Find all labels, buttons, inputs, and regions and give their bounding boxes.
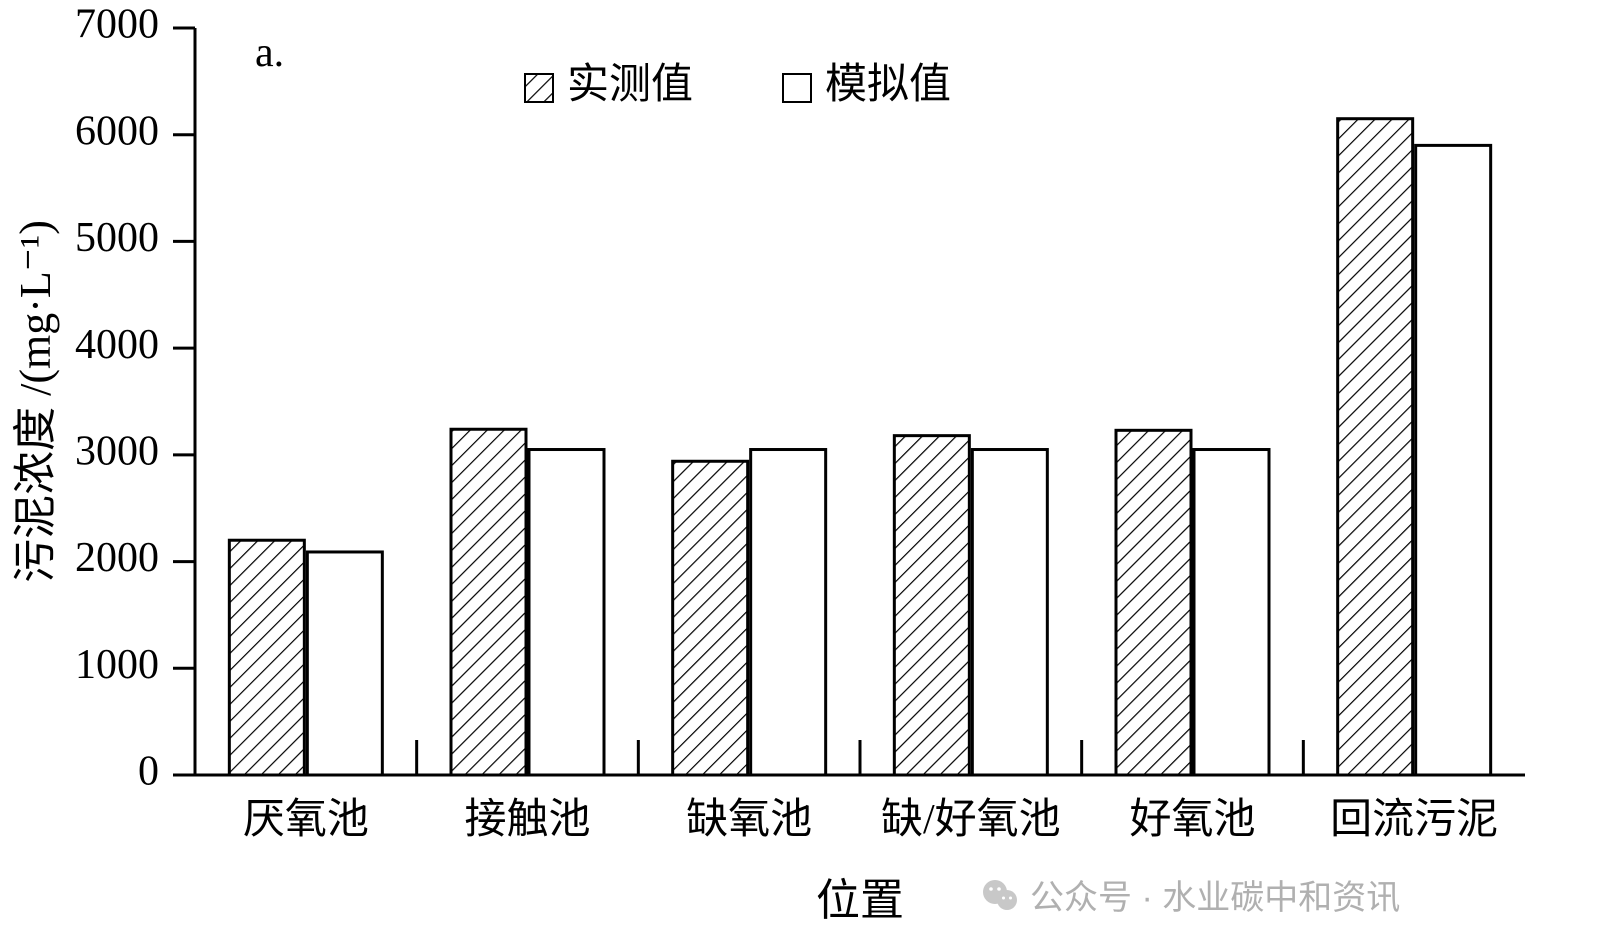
- y-axis-label: 污泥浓度 /(mg·L⁻¹): [11, 220, 60, 583]
- bar-measured: [229, 540, 304, 775]
- bar-simulated: [307, 552, 382, 775]
- wechat-icon: [980, 875, 1020, 915]
- bar-simulated: [751, 450, 826, 775]
- legend-label-measured: 实测值: [567, 61, 693, 108]
- bar-chart: 0 1000 2000 3000 4000 5000 6000 7000 厌氧池 接触池 缺氧池 缺/…: [0, 0, 1604, 952]
- x-tick-label: 厌氧池: [243, 797, 369, 843]
- x-tick-label: 接触池: [464, 797, 590, 843]
- chart-container: 0 1000 2000 3000 4000 5000 6000 7000 厌氧池 接触池 缺氧池 缺/…: [0, 0, 1604, 952]
- y-tick-label: 7000: [75, 2, 159, 48]
- panel-label: a.: [255, 30, 284, 76]
- legend-swatch-measured: [525, 74, 553, 102]
- y-tick-label: 0: [138, 749, 159, 795]
- x-tick-label: 好氧池: [1129, 797, 1255, 843]
- bar-measured: [451, 429, 526, 775]
- y-tick-label: 4000: [75, 322, 159, 368]
- y-tick-label: 1000: [75, 642, 159, 688]
- bar-simulated: [972, 450, 1047, 775]
- bar-simulated: [529, 450, 604, 775]
- x-axis-label: 位置: [816, 876, 904, 925]
- bar-simulated: [1194, 450, 1269, 775]
- y-tick-label: 5000: [75, 215, 159, 261]
- y-tick-label: 6000: [75, 108, 159, 154]
- x-tick-label: 缺氧池: [686, 797, 812, 843]
- y-tick-label: 2000: [75, 535, 159, 581]
- legend-swatch-simulated: [783, 74, 811, 102]
- bar-measured: [1338, 119, 1413, 775]
- bar-measured: [894, 436, 969, 775]
- bar-simulated: [1416, 145, 1491, 775]
- y-tick-label: 3000: [75, 428, 159, 474]
- bar-measured: [1116, 430, 1191, 775]
- x-tick-label: 缺/好氧池: [881, 797, 1061, 843]
- bar-measured: [673, 461, 748, 775]
- watermark-text: 公众号 · 水业碳中和资讯: [1030, 870, 1400, 919]
- legend-label-simulated: 模拟值: [825, 62, 951, 108]
- x-tick-label: 回流污泥: [1330, 797, 1498, 843]
- watermark: 公众号 · 水业碳中和资讯: [980, 870, 1400, 919]
